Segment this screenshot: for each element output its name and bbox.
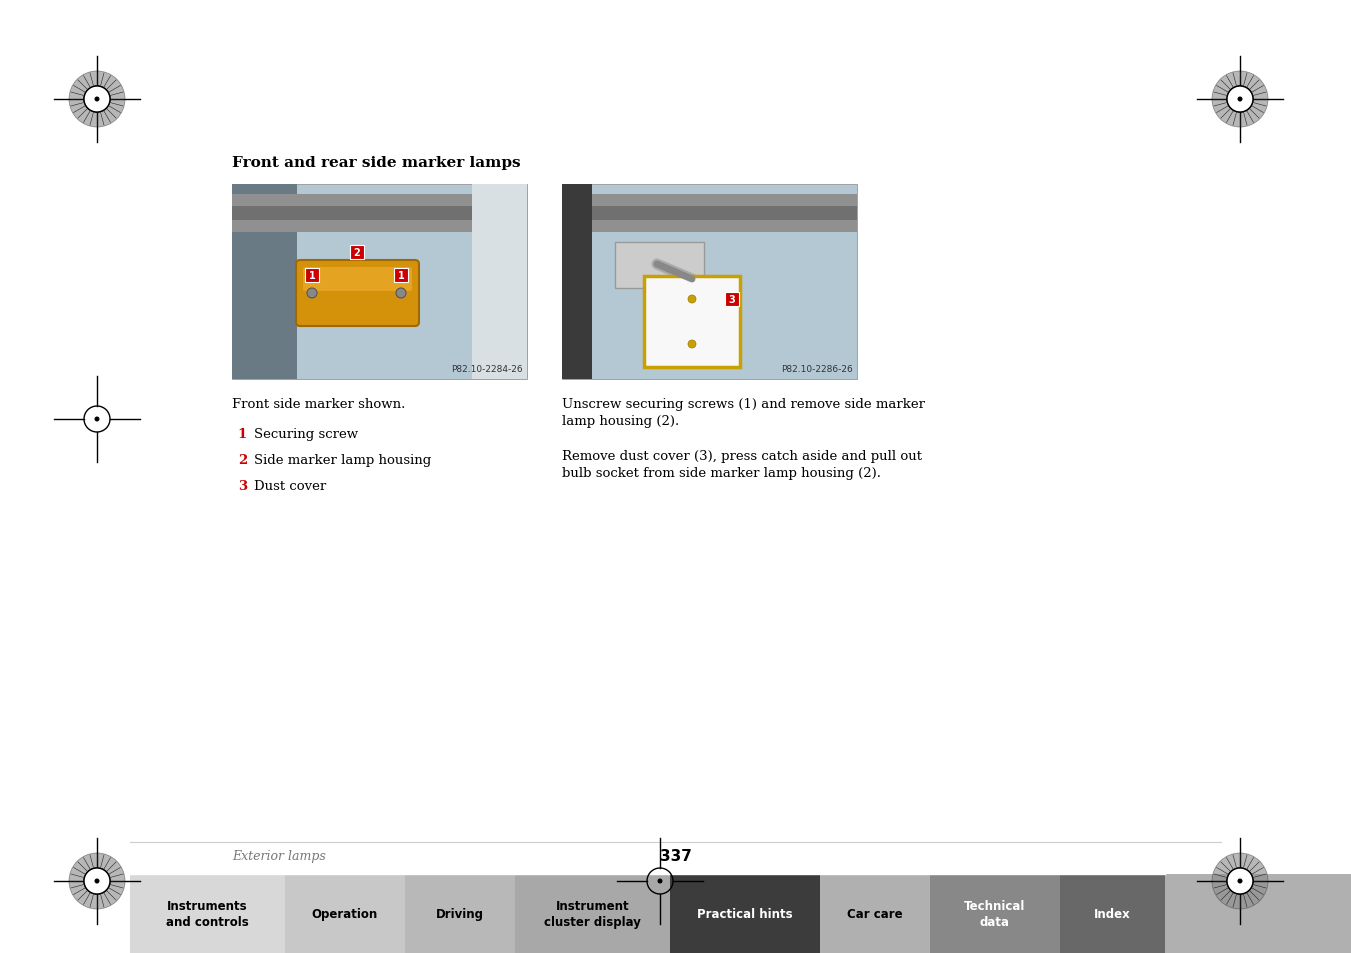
FancyBboxPatch shape: [232, 194, 471, 233]
Circle shape: [688, 295, 696, 304]
FancyBboxPatch shape: [1165, 874, 1351, 953]
Text: Remove dust cover (3), press catch aside and pull out
bulb socket from side mark: Remove dust cover (3), press catch aside…: [562, 450, 921, 479]
FancyBboxPatch shape: [232, 185, 527, 379]
FancyBboxPatch shape: [644, 276, 740, 368]
FancyBboxPatch shape: [592, 207, 857, 221]
Text: Car care: Car care: [847, 907, 902, 920]
Text: Instruments
and controls: Instruments and controls: [166, 899, 249, 928]
FancyBboxPatch shape: [394, 269, 408, 283]
Text: Securing screw: Securing screw: [254, 428, 358, 440]
Text: 3: 3: [238, 479, 247, 493]
FancyBboxPatch shape: [515, 874, 670, 953]
Circle shape: [69, 853, 126, 909]
Text: 2: 2: [238, 454, 247, 467]
Circle shape: [95, 417, 100, 422]
Text: P82.10-2286-26: P82.10-2286-26: [781, 365, 852, 374]
Circle shape: [1238, 879, 1243, 883]
Circle shape: [84, 868, 109, 894]
Text: Driving: Driving: [436, 907, 484, 920]
Circle shape: [95, 97, 100, 102]
FancyBboxPatch shape: [130, 874, 285, 953]
Text: Unscrew securing screws (1) and remove side marker
lamp housing (2).: Unscrew securing screws (1) and remove s…: [562, 397, 925, 428]
Circle shape: [1238, 97, 1243, 102]
Circle shape: [307, 289, 317, 298]
Text: 3: 3: [728, 294, 735, 305]
Circle shape: [396, 289, 407, 298]
FancyBboxPatch shape: [670, 874, 820, 953]
Text: 1: 1: [308, 271, 315, 281]
Circle shape: [1238, 879, 1243, 883]
FancyBboxPatch shape: [350, 246, 363, 260]
FancyBboxPatch shape: [471, 185, 527, 379]
Text: 2: 2: [354, 248, 361, 257]
Text: 337: 337: [659, 848, 692, 863]
Circle shape: [658, 879, 662, 883]
Circle shape: [69, 71, 126, 128]
Circle shape: [1238, 97, 1243, 102]
Text: Operation: Operation: [312, 907, 378, 920]
FancyBboxPatch shape: [232, 207, 471, 221]
FancyBboxPatch shape: [562, 185, 857, 379]
FancyBboxPatch shape: [405, 874, 515, 953]
Circle shape: [1212, 71, 1269, 128]
Circle shape: [1227, 87, 1252, 112]
Text: P82.10-2284-26: P82.10-2284-26: [451, 365, 523, 374]
FancyBboxPatch shape: [303, 268, 412, 292]
Text: 1: 1: [238, 428, 247, 440]
FancyBboxPatch shape: [820, 874, 929, 953]
Circle shape: [95, 879, 100, 883]
Text: 1: 1: [397, 271, 404, 281]
FancyBboxPatch shape: [285, 874, 405, 953]
Text: Front and rear side marker lamps: Front and rear side marker lamps: [232, 156, 520, 170]
Circle shape: [95, 879, 100, 883]
FancyBboxPatch shape: [562, 185, 592, 379]
FancyBboxPatch shape: [1061, 874, 1165, 953]
Text: Index: Index: [1094, 907, 1131, 920]
Circle shape: [95, 97, 100, 102]
Text: Exterior lamps: Exterior lamps: [232, 850, 326, 862]
Circle shape: [1227, 868, 1252, 894]
Text: Technical
data: Technical data: [965, 899, 1025, 928]
Circle shape: [84, 87, 109, 112]
FancyBboxPatch shape: [592, 194, 857, 233]
Text: Instrument
cluster display: Instrument cluster display: [544, 899, 640, 928]
FancyBboxPatch shape: [305, 269, 319, 283]
Text: Side marker lamp housing: Side marker lamp housing: [254, 454, 431, 467]
Circle shape: [1212, 853, 1269, 909]
FancyBboxPatch shape: [232, 185, 297, 379]
FancyBboxPatch shape: [929, 874, 1061, 953]
Circle shape: [688, 340, 696, 349]
FancyBboxPatch shape: [296, 261, 419, 327]
Text: Front side marker shown.: Front side marker shown.: [232, 397, 405, 411]
FancyBboxPatch shape: [615, 243, 704, 289]
FancyBboxPatch shape: [725, 293, 739, 307]
Text: Dust cover: Dust cover: [254, 479, 326, 493]
Text: Practical hints: Practical hints: [697, 907, 793, 920]
